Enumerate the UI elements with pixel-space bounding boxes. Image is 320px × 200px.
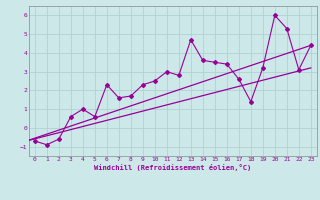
X-axis label: Windchill (Refroidissement éolien,°C): Windchill (Refroidissement éolien,°C) <box>94 164 252 171</box>
